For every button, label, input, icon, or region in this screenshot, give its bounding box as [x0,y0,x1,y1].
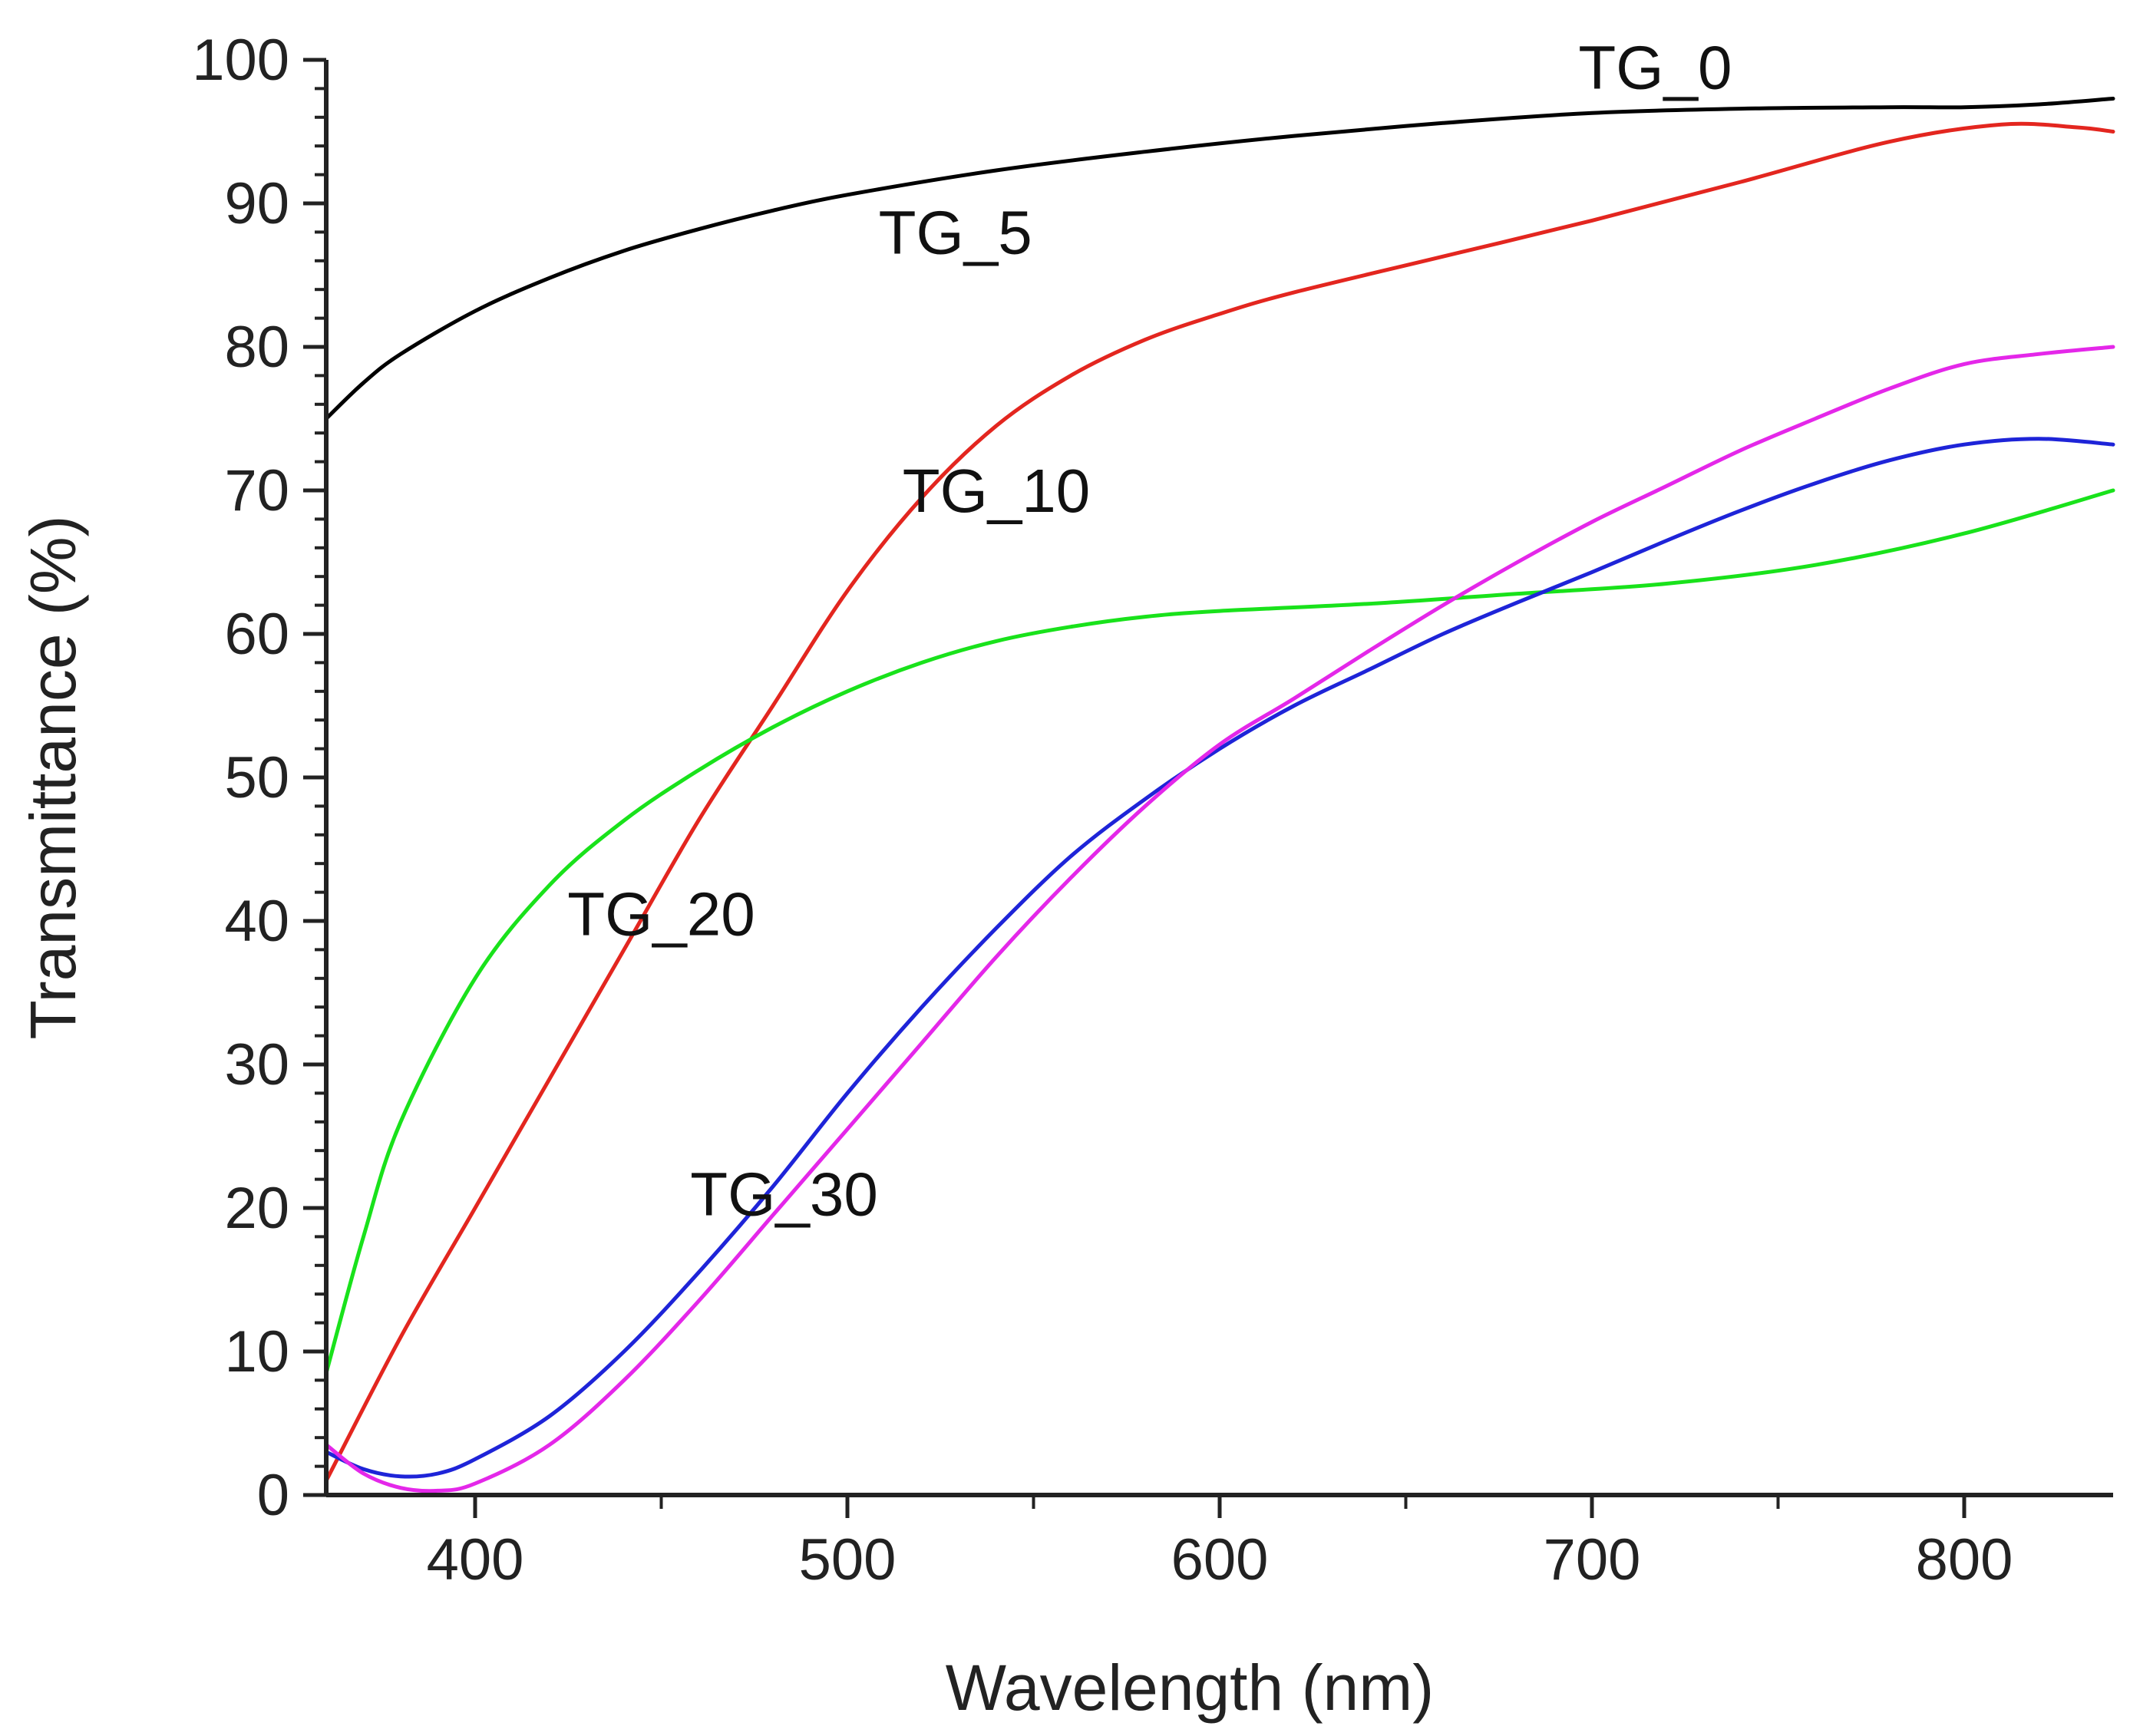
axes-layer [324,60,2113,1497]
y-tick-label: 50 [224,745,289,810]
series-line-tg-10 [324,488,2115,1375]
ticks-layer: 0 10 20 30 40 50 60 70 80 90 100 400 500 600 700 800 [192,28,2013,1592]
series-label-tg-20: TG_20 [567,880,755,949]
x-axis-title: Wavelength (nm) [946,1652,1434,1724]
x-tick-label: 700 [1544,1527,1641,1592]
x-tick-label: 400 [427,1527,524,1592]
y-tick-label: 80 [224,315,289,380]
series-line-tg-30 [324,345,2115,1493]
x-tick-label: 500 [799,1527,897,1592]
series-label-tg-30: TG_30 [690,1160,878,1228]
series-label-tg-5: TG_5 [879,198,1032,266]
series-label-tg-10: TG_10 [903,457,1091,525]
series-label-tg-0: TG_0 [1578,33,1732,101]
annotation-layer: TG_0 TG_5 TG_10 TG_20 TG_30 [567,33,1732,1228]
y-tick-label: 70 [224,458,289,523]
y-tick-label: 40 [224,889,289,954]
y-tick-label: 10 [224,1319,289,1385]
y-axis-title: Transmittance (%) [17,515,89,1039]
y-tick-label: 100 [192,28,289,93]
x-tick-label: 800 [1916,1527,2013,1592]
series-layer [324,97,2115,1493]
y-tick-label: 90 [224,171,289,236]
y-tick-label: 0 [257,1463,289,1528]
y-tick-label: 30 [224,1032,289,1097]
series-line-tg-5 [324,121,2115,1483]
y-tick-label: 60 [224,602,289,667]
series-line-tg-0 [324,97,2115,421]
y-tick-label: 20 [224,1176,289,1241]
x-tick-label: 600 [1171,1527,1269,1592]
series-line-tg-20 [324,437,2115,1479]
labels-layer: Wavelength (nm) Transmittance (%) [17,515,1434,1724]
